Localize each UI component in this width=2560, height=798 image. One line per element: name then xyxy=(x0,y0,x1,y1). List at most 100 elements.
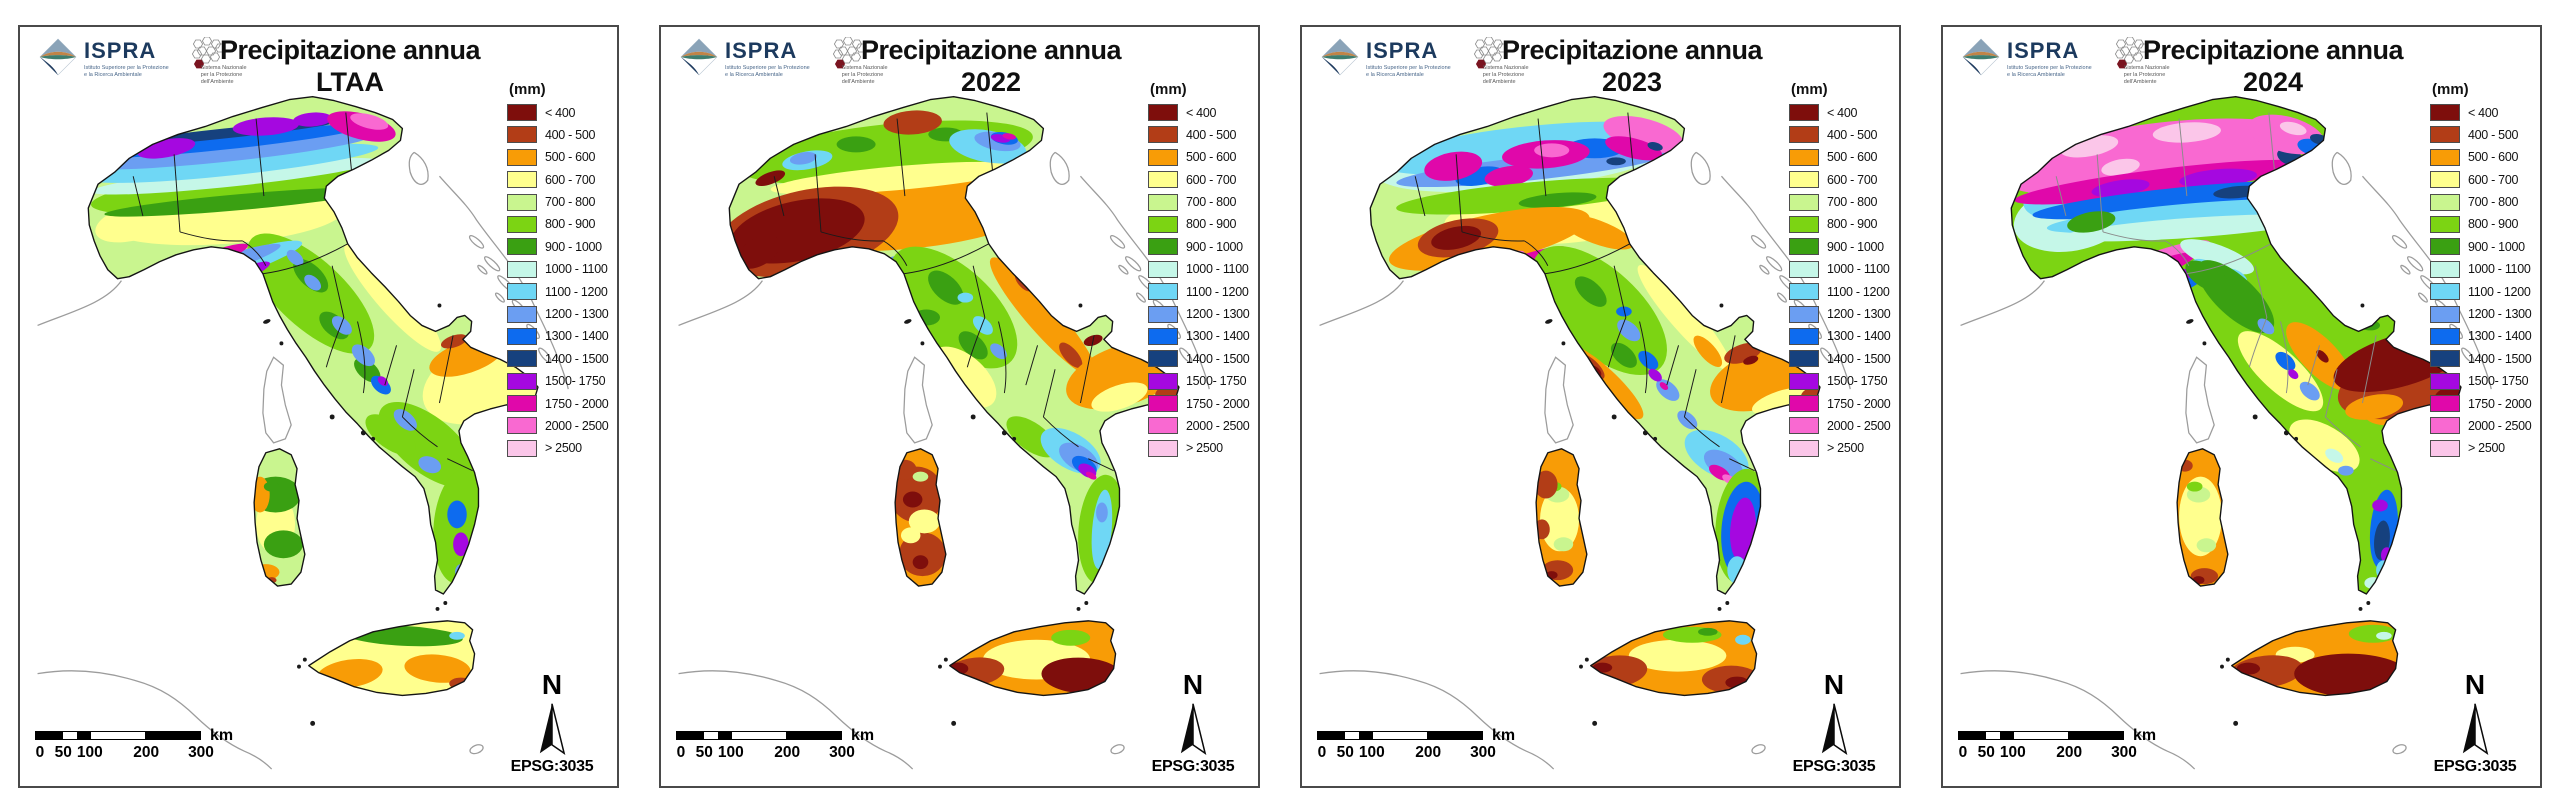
legend-swatch xyxy=(1789,148,1819,166)
legend-swatch xyxy=(2430,372,2460,390)
north-arrow-icon xyxy=(539,703,566,756)
legend-row: 1200 - 1300 xyxy=(1789,305,1891,323)
epsg-label: EPSG:3035 xyxy=(2433,758,2517,775)
legend-swatch xyxy=(1148,104,1178,121)
legend-label: 1300 - 1400 xyxy=(545,329,609,344)
legend-row: 2000 - 2500 xyxy=(507,417,609,435)
title-block: Precipitazione annua 2023 xyxy=(1477,35,1787,98)
title-block: Precipitazione annua LTAA xyxy=(195,35,505,98)
epsg-label: EPSG:3035 xyxy=(510,758,594,775)
scale-tick-labels: 0 50 100 200 300 xyxy=(676,744,855,764)
scale-tick: 100 xyxy=(1358,744,1385,761)
legend-swatch xyxy=(1148,372,1178,390)
ispra-logo-icon xyxy=(1962,38,2000,76)
north-arrow-icon xyxy=(1821,703,1848,756)
legend-swatch xyxy=(1148,395,1178,413)
legend-row: 400 - 500 xyxy=(2430,126,2532,144)
snpa-hexagons-icon xyxy=(2114,37,2148,69)
legend-swatch xyxy=(1789,395,1819,413)
legend-swatch xyxy=(507,417,537,435)
north-label: N xyxy=(1823,669,1845,700)
legend-row: 1400 - 1500 xyxy=(1148,350,1250,368)
legend-swatch xyxy=(507,171,537,189)
legend-rows: < 400 400 - 500 500 - 600 600 - 700 700 - 80… xyxy=(1148,104,1250,457)
legend: (mm) < 400 400 - 500 500 - 600 600 - 700 700… xyxy=(2430,81,2532,462)
legend-swatch xyxy=(507,350,537,368)
legend-row: 1200 - 1300 xyxy=(1148,305,1250,323)
ispra-tagline: Istituto Superiore per la Protezione e l… xyxy=(1366,65,1451,79)
scale-bar-segments: km xyxy=(1958,727,2156,744)
legend-swatch xyxy=(2430,148,2460,166)
scale-tick: 100 xyxy=(717,744,744,761)
legend-row: < 400 xyxy=(1148,104,1250,121)
legend-rows: < 400 400 - 500 500 - 600 600 - 700 700 - 80… xyxy=(507,104,609,457)
legend-label: 1500- 1750 xyxy=(1827,374,1888,389)
epsg-label: EPSG:3035 xyxy=(1151,758,1235,775)
legend-row: 1750 - 2000 xyxy=(2430,395,2532,413)
logo-strip: ISPRA Istituto Superiore per la Protezio… xyxy=(1320,37,1577,86)
scale-tick: 50 xyxy=(1336,744,1354,761)
legend-swatch xyxy=(507,215,537,233)
legend-row: 600 - 700 xyxy=(507,171,609,189)
snpa-tagline: Sistema Nazionale per la Protezione dell… xyxy=(200,65,247,86)
legend-row: 1000 - 1100 xyxy=(1148,260,1250,278)
legend-row: > 2500 xyxy=(1789,439,1891,457)
legend-swatch xyxy=(1789,260,1819,278)
legend-row: 1300 - 1400 xyxy=(1789,327,1891,345)
scale-tick: 200 xyxy=(2056,744,2083,761)
map-subtitle: 2022 xyxy=(960,67,1022,97)
legend-swatch xyxy=(1789,372,1819,390)
legend-label: 1100 - 1200 xyxy=(545,284,608,299)
ispra-tagline: Istituto Superiore per la Protezione e l… xyxy=(2007,65,2092,79)
legend-swatch xyxy=(2430,417,2460,435)
legend-row: 800 - 900 xyxy=(1148,215,1250,233)
ispra-logo: ISPRA Istituto Superiore per la Protezio… xyxy=(1320,37,1451,79)
legend-row: < 400 xyxy=(507,104,609,121)
legend-label: 800 - 900 xyxy=(545,217,596,232)
legend-label: 800 - 900 xyxy=(1186,217,1237,232)
legend-row: 1400 - 1500 xyxy=(1789,350,1891,368)
north-arrow-block: N EPSG:3035 xyxy=(1148,671,1238,776)
legend-swatch xyxy=(1789,305,1819,323)
legend-swatch xyxy=(1789,283,1819,301)
legend-swatch xyxy=(2430,305,2460,323)
scale-tick: 0 xyxy=(1958,744,1968,761)
legend-label: 500 - 600 xyxy=(1827,150,1878,165)
map-subtitle: 2023 xyxy=(1601,67,1663,97)
logo-strip: ISPRA Istituto Superiore per la Protezio… xyxy=(1961,37,2218,86)
legend-swatch xyxy=(2430,283,2460,301)
ispra-logo: ISPRA Istituto Superiore per la Protezio… xyxy=(38,37,169,79)
ispra-logo-icon xyxy=(1321,38,1359,76)
legend-label: 1000 - 1100 xyxy=(1827,262,1890,277)
legend-swatch xyxy=(1789,193,1819,211)
ispra-logo-icon xyxy=(39,38,77,76)
legend-row: 1400 - 1500 xyxy=(2430,350,2532,368)
north-arrow-icon xyxy=(1180,703,1207,756)
legend-label: > 2500 xyxy=(1186,441,1223,456)
legend-swatch xyxy=(507,327,537,345)
ispra-logo-text: ISPRA xyxy=(84,38,157,63)
snpa-logo: Sistema Nazionale per la Protezione dell… xyxy=(1467,37,1577,86)
legend-row: 700 - 800 xyxy=(1148,193,1250,211)
scale-bar-segments: km xyxy=(1317,727,1515,744)
legend-row: 1500- 1750 xyxy=(1789,372,1891,390)
legend-swatch xyxy=(1789,126,1819,144)
legend-row: < 400 xyxy=(1789,104,1891,121)
legend-label: 500 - 600 xyxy=(2468,150,2519,165)
ispra-logo: ISPRA Istituto Superiore per la Protezio… xyxy=(1961,37,2092,79)
map-panel-2023: ISPRA Istituto Superiore per la Protezio… xyxy=(1300,25,1901,788)
legend-swatch xyxy=(2430,327,2460,345)
legend-label: 800 - 900 xyxy=(1827,217,1878,232)
legend-swatch xyxy=(1148,283,1178,301)
scale-tick: 0 xyxy=(676,744,686,761)
legend-swatch xyxy=(2430,215,2460,233)
ispra-logo-text: ISPRA xyxy=(725,38,798,63)
legend-row: 700 - 800 xyxy=(2430,193,2532,211)
legend-row: 1100 - 1200 xyxy=(1789,283,1891,301)
legend-row: 600 - 700 xyxy=(1148,171,1250,189)
legend-label: > 2500 xyxy=(1827,441,1864,456)
scale-tick-labels: 0 50 100 200 300 xyxy=(1317,744,1496,764)
legend-swatch xyxy=(2430,238,2460,256)
snpa-logo: Sistema Nazionale per la Protezione dell… xyxy=(2108,37,2218,86)
legend-label: 1400 - 1500 xyxy=(2468,351,2532,366)
